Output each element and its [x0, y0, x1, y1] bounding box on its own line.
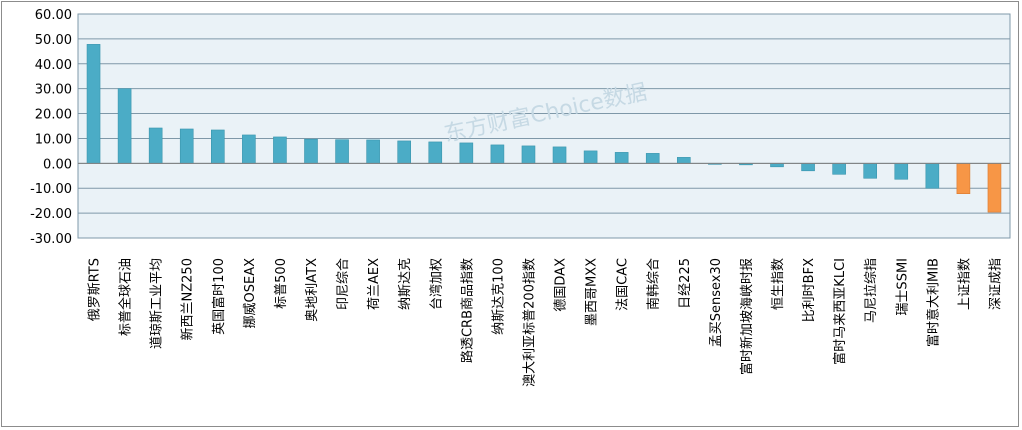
bar-26 [863, 163, 878, 179]
bar-28 [925, 163, 940, 189]
x-category-label: 瑞士SSMI [895, 258, 910, 316]
bar-2 [117, 88, 132, 164]
x-category-label: 路透CRB商品指数 [459, 258, 475, 363]
x-category-label: 台湾加权 [428, 258, 444, 310]
x-category-label: 上证指数 [957, 258, 972, 310]
bar-11 [397, 140, 412, 164]
x-category-label: 荷兰AEX [367, 258, 382, 310]
x-category-label: 奥地利ATX [305, 258, 320, 322]
bar-13 [459, 142, 474, 164]
x-category-label: 日经225 [678, 258, 693, 309]
bar-10 [366, 139, 380, 164]
x-category-label: 标普全球石油 [118, 258, 134, 336]
bar-9 [335, 139, 349, 164]
x-category-label: 标普500 [274, 258, 289, 309]
x-category-label: 深证成指 [988, 258, 1003, 310]
x-category-label: 澳大利亚标普200指数 [521, 258, 537, 387]
bar-4 [179, 128, 194, 164]
bar-7 [273, 136, 287, 164]
bar-30 [987, 163, 1002, 213]
x-category-label: 马尼拉综指 [864, 258, 879, 323]
y-tick-label: -10.00 [30, 182, 72, 197]
bar-6 [242, 134, 256, 164]
plot-area [77, 13, 1011, 239]
bar-19 [645, 153, 660, 164]
y-tick-label: 10.00 [35, 132, 72, 147]
bar-1 [86, 44, 101, 164]
x-category-label: 纳斯达克100 [491, 258, 506, 335]
y-tick-label: 50.00 [35, 33, 72, 48]
bar-5 [211, 129, 225, 164]
bar-8 [304, 138, 318, 164]
x-category-label: 德国DAX [554, 258, 569, 312]
x-category-label: 挪威OSEAX [243, 258, 258, 329]
x-category-label: 印尼综合 [336, 258, 351, 310]
bar-24 [801, 163, 815, 172]
x-axis-labels: 俄罗斯RTS 标普全球石油 道琼斯工业平均 新西兰NZ250 英国富时100 挪威OSEA… [88, 258, 1004, 387]
y-tick-label: 0.00 [43, 157, 72, 172]
bar-17 [583, 150, 598, 164]
bar-20 [676, 157, 691, 164]
x-category-label: 纳斯达克 [398, 258, 413, 310]
bar-3 [148, 127, 163, 164]
x-category-label: 新西兰NZ250 [180, 258, 196, 340]
bar-15 [521, 145, 536, 164]
x-category-label: 孟买Sensex30 [709, 258, 724, 347]
y-tick-label: 20.00 [35, 108, 72, 123]
y-axis-ticks: 60.00 50.00 40.00 30.00 20.00 10.00 0.00 -10.00… [30, 8, 72, 247]
bar-18 [614, 152, 629, 164]
bar-14 [490, 144, 505, 164]
bar-12 [428, 141, 443, 164]
bar-29 [956, 163, 971, 194]
y-tick-label: 60.00 [35, 8, 72, 23]
x-category-label: 比利时BFX [802, 258, 817, 322]
bar-16 [552, 146, 567, 164]
bar-25 [832, 163, 846, 175]
x-category-label: 法国CAC [616, 258, 631, 311]
x-category-label: 俄罗斯RTS [88, 258, 103, 321]
y-tick-label: -30.00 [30, 232, 72, 247]
y-tick-label: 30.00 [35, 83, 72, 98]
x-category-label: 富时新加坡海峡时报 [739, 258, 755, 375]
x-category-label: 墨西哥MXX [585, 258, 600, 326]
x-category-label: 恒生指数 [771, 258, 786, 310]
x-category-label: 道琼斯工业平均 [150, 258, 165, 349]
bar-27 [894, 163, 909, 180]
y-tick-label: -20.00 [30, 207, 72, 222]
x-category-label: 英国富时100 [211, 258, 227, 335]
x-category-label: 富时意大利MIB [925, 258, 941, 347]
x-category-label: 南韩综合 [646, 258, 662, 310]
bar-23 [770, 163, 784, 168]
y-tick-label: 40.00 [35, 58, 72, 73]
bars-group [86, 44, 1002, 213]
x-category-label: 富时马来西亚KLCI [832, 258, 848, 365]
